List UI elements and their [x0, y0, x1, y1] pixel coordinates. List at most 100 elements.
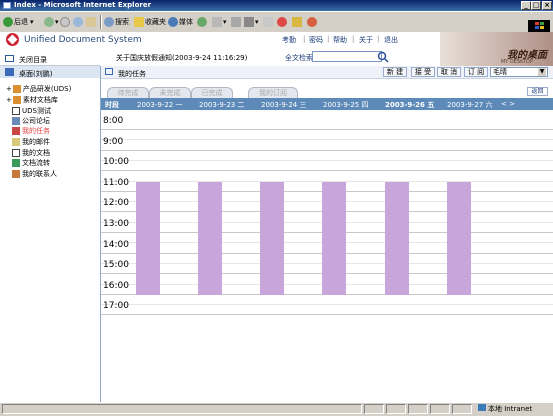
close-menu-bar[interactable]: 关闭目录: [0, 52, 100, 66]
edit-button[interactable]: ▾: [244, 16, 259, 28]
window-title-bar: Index - Microsoft Internet Explorer _ □ …: [0, 0, 553, 11]
nav-help[interactable]: 帮助: [333, 36, 347, 44]
sidebar-item-doc-flow[interactable]: 文档流转: [12, 158, 50, 167]
return-button[interactable]: 返回: [527, 87, 548, 96]
day-header-mon[interactable]: 2003-9-22 一: [137, 101, 183, 109]
hour-label: 13:00: [103, 219, 129, 229]
task-block[interactable]: [136, 182, 160, 295]
accept-button[interactable]: 接 受: [411, 67, 435, 77]
menu-toggle-icon: [5, 55, 14, 62]
stop-button[interactable]: [60, 16, 71, 28]
fulltext-search-input[interactable]: [312, 51, 382, 62]
hour-label: 9:00: [103, 136, 124, 147]
browser-toolbar: 后退 ▾ ▾ 搜索 收藏夹 媒体 ▾ ▾: [0, 11, 553, 33]
refresh-icon: [73, 17, 83, 27]
extra-button[interactable]: [307, 16, 318, 28]
close-button[interactable]: ×: [542, 1, 552, 10]
status-zone: 本地 Intranet: [478, 404, 532, 414]
media-icon: [168, 17, 178, 27]
history-button[interactable]: [197, 16, 208, 28]
sidebar-item-my-docs[interactable]: 我的文档: [12, 148, 50, 157]
search-icon: [104, 17, 114, 27]
new-button[interactable]: 新 建: [383, 67, 407, 77]
day-header-tue[interactable]: 2003-9-23 二: [199, 101, 245, 109]
media-button[interactable]: 媒体: [168, 16, 193, 28]
hour-line: [101, 170, 553, 172]
back-arrow-icon: [3, 17, 13, 27]
task-block[interactable]: [322, 182, 346, 295]
edit-icon: [244, 17, 254, 27]
sidebar-item-my-tasks[interactable]: 我的任务: [12, 126, 50, 135]
contacts-icon: [12, 169, 20, 178]
day-header-wed[interactable]: 2003-9-24 三: [261, 101, 307, 109]
mail-icon: [12, 137, 20, 146]
forward-button[interactable]: ▾: [44, 16, 59, 28]
week-nav-arrows[interactable]: < >: [501, 100, 515, 108]
minimize-button[interactable]: _: [521, 1, 531, 10]
hour-line: [101, 129, 553, 130]
messenger-button[interactable]: [277, 16, 288, 28]
tree-root[interactable]: 桌面(刘鹏): [0, 66, 100, 78]
status-cell: [452, 404, 472, 414]
half-hour-line: [101, 139, 553, 141]
notice-marquee[interactable]: 关于国庆放假通知(2003-9-24 11:16:29): [116, 53, 247, 63]
task-block[interactable]: [385, 182, 409, 295]
hour-label: 15:00: [103, 260, 129, 271]
ie-icon: [3, 2, 11, 9]
task-block[interactable]: [260, 182, 284, 295]
nav-attendance[interactable]: 考勤: [282, 36, 296, 44]
sidebar-item-my-mail[interactable]: 我的邮件: [12, 137, 50, 146]
toolbar-separator: [100, 15, 102, 29]
time-slot-header: 时段: [105, 101, 119, 109]
favorites-button[interactable]: 收藏夹: [134, 16, 166, 28]
hour-label: 11:00: [103, 177, 129, 188]
back-button[interactable]: 后退 ▾: [3, 16, 34, 28]
panel-icon: [105, 68, 113, 75]
favorites-icon: [134, 17, 144, 27]
cancel-button[interactable]: 取 消: [437, 67, 461, 77]
research-icon: [292, 17, 302, 27]
research-button[interactable]: [292, 16, 303, 28]
task-block[interactable]: [198, 182, 222, 295]
calendar-day-header: [101, 98, 553, 110]
discuss-button[interactable]: [263, 16, 274, 28]
document-icon: [12, 148, 20, 157]
sidebar-item-contacts[interactable]: 我的联系人: [12, 169, 57, 178]
home-button[interactable]: [86, 16, 97, 28]
sidebar-item-product-dev[interactable]: + 产品研发(UDS): [6, 84, 72, 93]
day-header-sat[interactable]: 2003-9-27 六: [447, 101, 493, 109]
maximize-button[interactable]: □: [531, 1, 541, 10]
refresh-button[interactable]: [73, 16, 84, 28]
folder-icon: [12, 84, 21, 93]
hour-line: [101, 149, 553, 151]
tab-completed[interactable]: 已完成: [191, 87, 233, 98]
nav-password[interactable]: 密码: [309, 36, 323, 44]
tab-incomplete[interactable]: 未完成: [149, 87, 191, 98]
subscribe-button[interactable]: 订 阅: [464, 67, 488, 77]
mail-icon: [212, 17, 222, 27]
tab-pending[interactable]: 待完成: [107, 87, 149, 98]
half-hour-line: [101, 159, 553, 161]
document-icon: [12, 106, 20, 115]
status-message-cell: [2, 404, 362, 414]
status-cell: [386, 404, 406, 414]
sidebar-item-material-lib[interactable]: + 素材文档库: [6, 95, 58, 104]
app-name: Unified Document System: [24, 35, 142, 45]
nav-logout[interactable]: 退出: [384, 36, 398, 44]
stop-icon: [60, 17, 70, 27]
nav-about[interactable]: 关于: [359, 36, 373, 44]
day-header-thu[interactable]: 2003-9-25 四: [323, 101, 369, 109]
hour-label: 10:00: [103, 157, 129, 168]
search-button[interactable]: 搜索: [104, 16, 129, 28]
day-header-fri[interactable]: 2003-9-26 五: [385, 101, 435, 109]
banner-title: 我的桌面: [507, 50, 547, 61]
print-button[interactable]: [231, 16, 242, 28]
sidebar-item-uds-test[interactable]: UDS测试: [12, 106, 51, 115]
user-select[interactable]: 毛晴 ▼: [490, 67, 548, 77]
sidebar-item-forum[interactable]: 公司论坛: [12, 116, 50, 125]
task-block[interactable]: [447, 182, 471, 295]
tree-root-label: 桌面(刘鹏): [19, 70, 53, 78]
tab-subscriptions[interactable]: 我的订阅: [248, 87, 298, 98]
search-go-icon[interactable]: [375, 51, 389, 63]
mail-button[interactable]: ▾: [212, 16, 227, 28]
